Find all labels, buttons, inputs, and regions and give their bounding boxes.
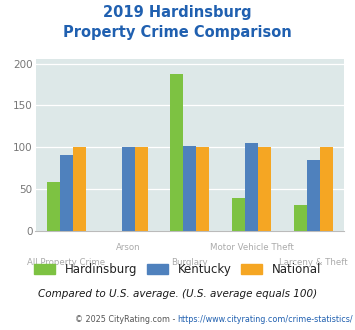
Text: © 2025 CityRating.com -: © 2025 CityRating.com - — [75, 315, 178, 324]
Bar — [245, 143, 258, 231]
Bar — [73, 147, 86, 231]
Text: Burglary: Burglary — [171, 258, 208, 267]
Bar — [47, 182, 60, 231]
Bar — [232, 198, 245, 231]
Text: Arson: Arson — [116, 243, 141, 252]
Text: https://www.cityrating.com/crime-statistics/: https://www.cityrating.com/crime-statist… — [178, 315, 353, 324]
Text: Compared to U.S. average. (U.S. average equals 100): Compared to U.S. average. (U.S. average … — [38, 289, 317, 299]
Text: Property Crime Comparison: Property Crime Comparison — [63, 25, 292, 40]
Text: All Property Crime: All Property Crime — [27, 258, 105, 267]
Bar — [122, 147, 135, 231]
Bar — [294, 205, 307, 231]
Text: 2019 Hardinsburg: 2019 Hardinsburg — [103, 5, 252, 20]
Legend: Hardinsburg, Kentucky, National: Hardinsburg, Kentucky, National — [29, 258, 326, 281]
Text: Larceny & Theft: Larceny & Theft — [279, 258, 348, 267]
Bar — [170, 74, 184, 231]
Bar — [320, 147, 333, 231]
Bar — [184, 147, 196, 231]
Text: Motor Vehicle Theft: Motor Vehicle Theft — [210, 243, 294, 252]
Bar — [135, 147, 148, 231]
Bar — [258, 147, 271, 231]
Bar — [307, 160, 320, 231]
Bar — [60, 155, 73, 231]
Bar — [196, 147, 209, 231]
